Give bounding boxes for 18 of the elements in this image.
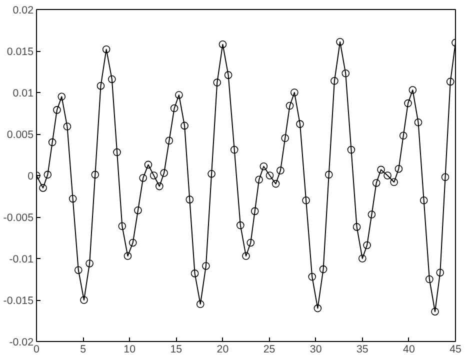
y-tick-label: 0.02 (12, 4, 34, 16)
y-tick-label: 0.01 (12, 88, 34, 100)
x-tick-label: 15 (170, 344, 182, 355)
x-tick-label: 30 (310, 344, 322, 355)
y-tick-label: 0.015 (6, 46, 34, 58)
x-tick-label: 5 (80, 344, 86, 355)
x-tick-label: 25 (263, 344, 276, 355)
x-tick-label: 35 (356, 344, 368, 355)
x-tick-label: 20 (216, 344, 229, 355)
y-tick-label: -0.015 (3, 295, 34, 307)
x-tick-label: 45 (450, 344, 462, 355)
y-tick-label: -0.02 (9, 336, 34, 348)
y-tick-label: 0 (28, 170, 34, 182)
x-tick-label: 10 (124, 344, 136, 355)
y-tick-label: -0.01 (9, 254, 34, 266)
y-tick-label: 0.005 (6, 129, 34, 141)
x-tick-label: 40 (403, 344, 415, 355)
y-tick-label: -0.005 (3, 212, 34, 224)
